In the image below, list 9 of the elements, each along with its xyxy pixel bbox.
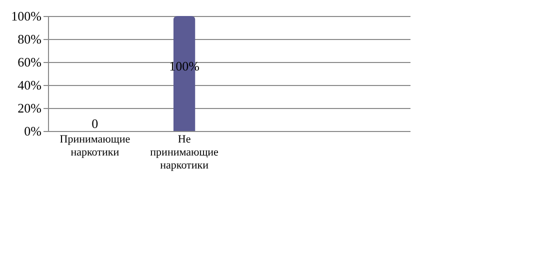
y-tick-label: 100% (11, 8, 42, 24)
x-tick-label: Принимающие наркотики (60, 134, 130, 158)
y-tick-label: 80% (18, 32, 42, 46)
data-label: 0 (92, 116, 98, 131)
y-tick-label: 0% (24, 124, 42, 138)
y-tick-label: 60% (18, 54, 42, 70)
y-tick-label: 20% (18, 100, 42, 116)
x-tick-label: Не принимающие наркотики (150, 134, 219, 172)
y-tick-label: 40% (18, 78, 42, 92)
